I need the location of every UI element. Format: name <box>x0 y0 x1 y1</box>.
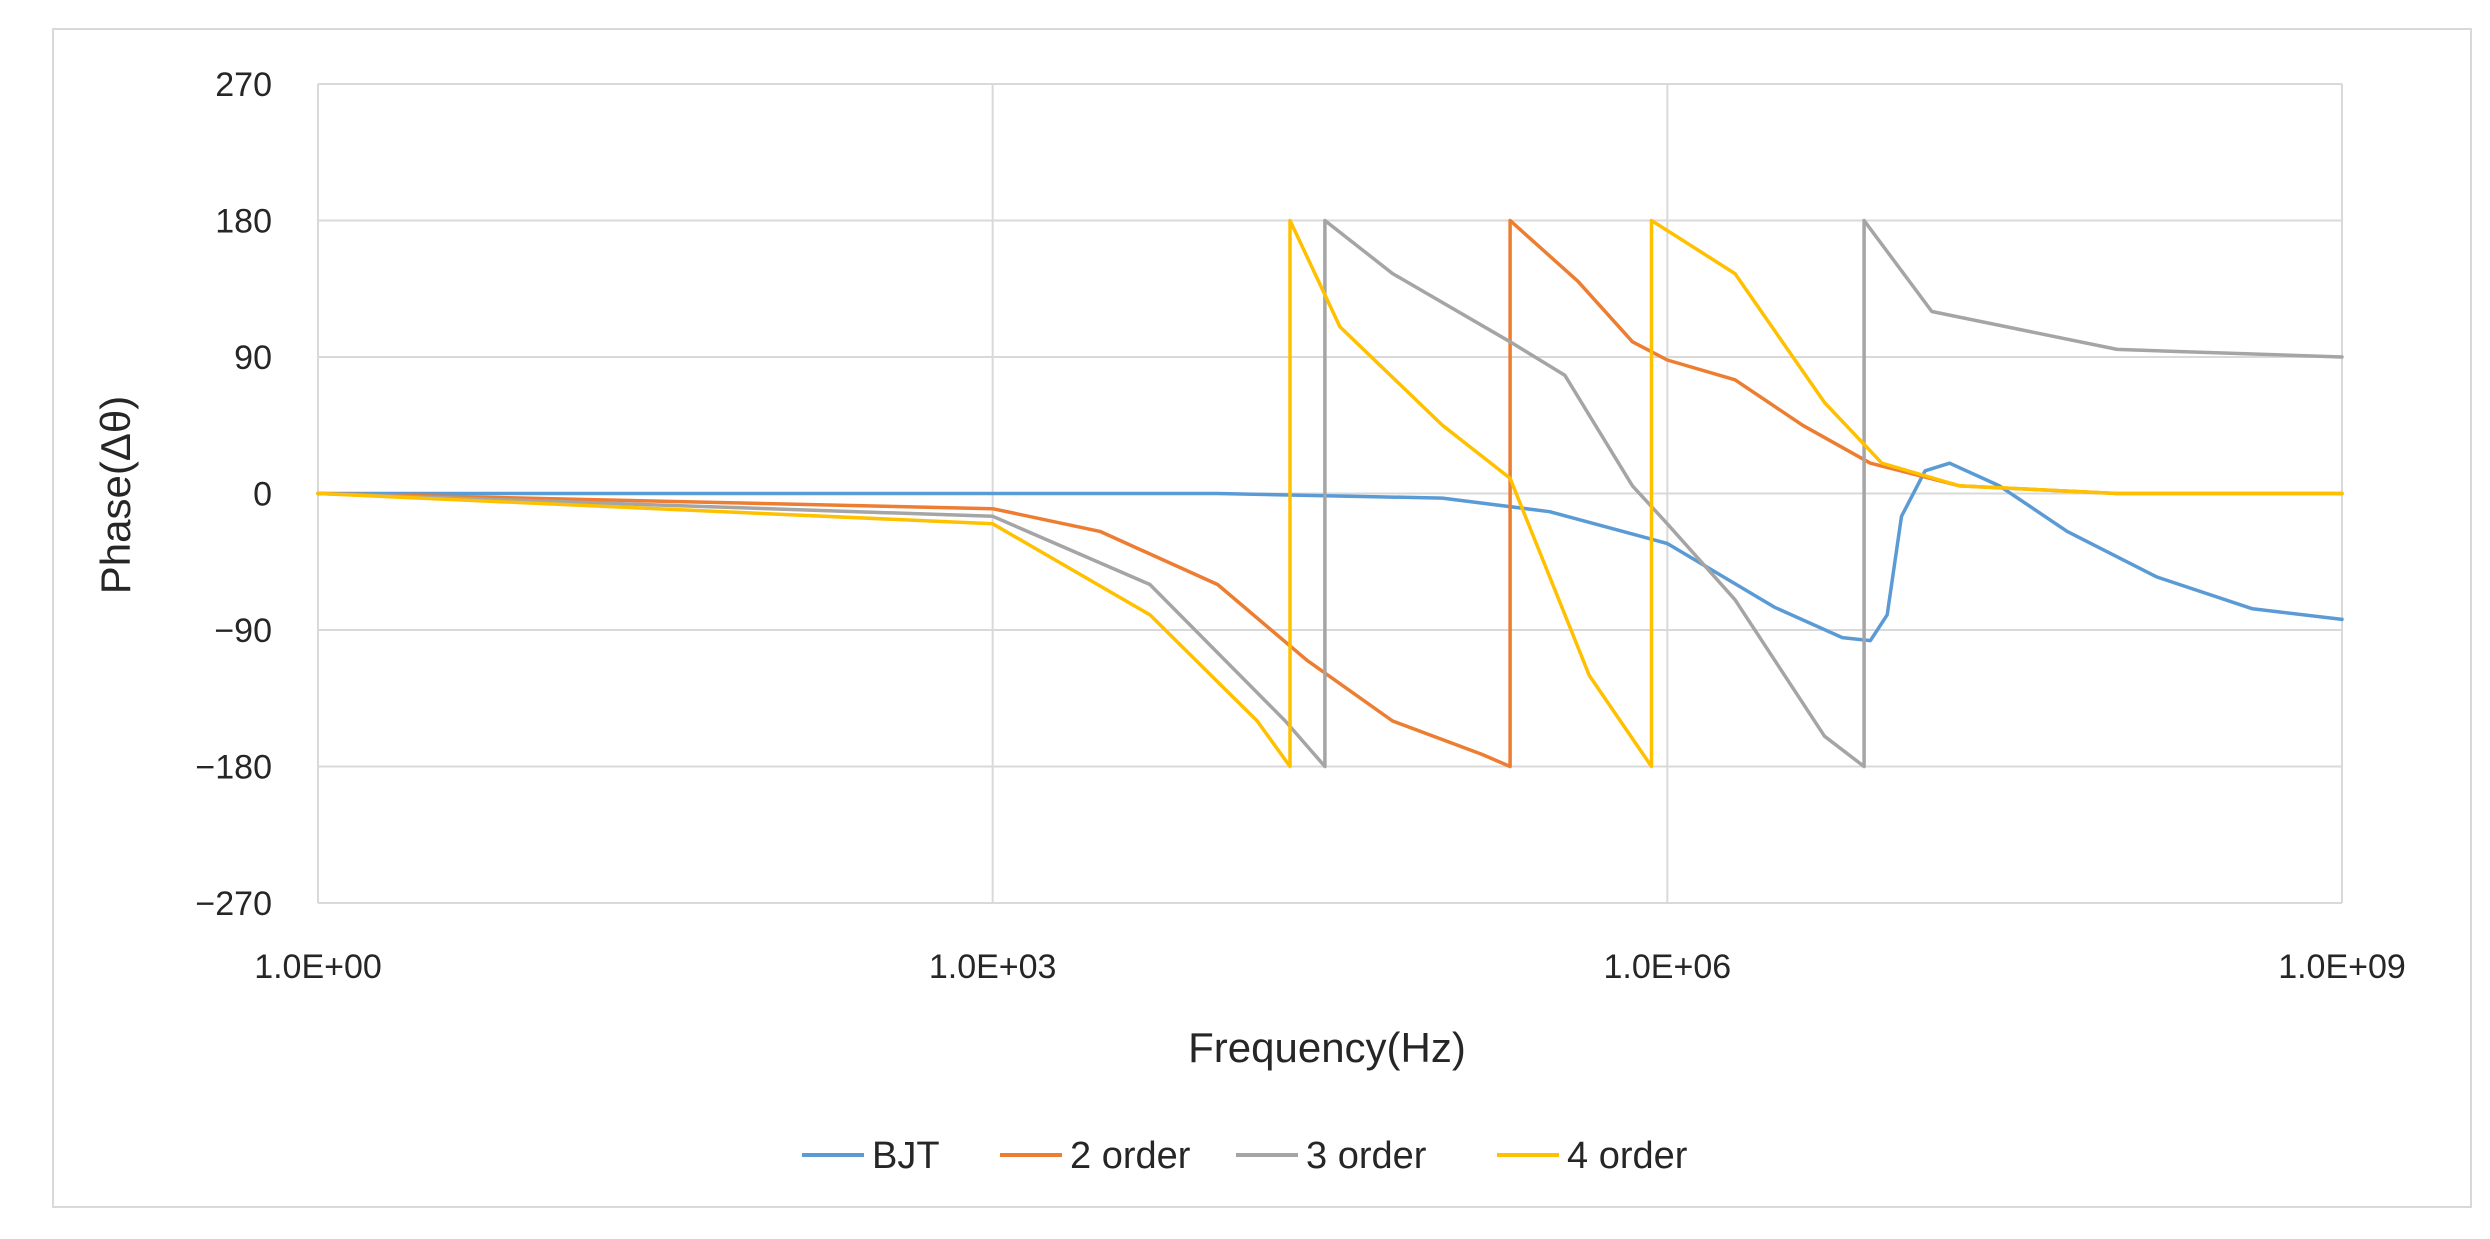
x-tick-label: 1.0E+09 <box>2278 948 2406 986</box>
y-tick-label: 180 <box>215 203 272 241</box>
legend-label: BJT <box>872 1135 940 1177</box>
x-tick-label: 1.0E+03 <box>929 948 1057 986</box>
series-line-2-order <box>316 218 2344 769</box>
series-line-3-order <box>316 218 2344 769</box>
x-axis-title: Frequency(Hz) <box>1188 1024 1466 1071</box>
y-axis-title: Phase(Δθ) <box>92 396 139 594</box>
grid-layer <box>317 83 2343 904</box>
y-tick-label: 270 <box>215 66 272 104</box>
chart-frame <box>52 28 2472 1208</box>
y-tick-label: 0 <box>253 476 272 514</box>
x-tick-label: 1.0E+06 <box>1604 948 1732 986</box>
y-tick-label: 90 <box>234 339 272 377</box>
x-tick-label: 1.0E+00 <box>254 948 382 986</box>
series-layer <box>316 218 2344 769</box>
legend-label: 2 order <box>1070 1135 1191 1177</box>
legend: BJT 2 order 3 order 4 order <box>802 1135 1688 1177</box>
tick-layer: 270 180 90 0 −90 −180 −270 1.0E+00 1.0E+03 1.0E+0… <box>195 66 2405 986</box>
y-tick-label: −90 <box>214 612 272 650</box>
y-tick-label: −270 <box>195 885 272 923</box>
y-tick-label: −180 <box>195 749 272 787</box>
series-line-bjt <box>316 461 2344 643</box>
legend-label: 4 order <box>1567 1135 1688 1177</box>
legend-label: 3 order <box>1306 1135 1427 1177</box>
series-line-4-order <box>316 218 2344 769</box>
